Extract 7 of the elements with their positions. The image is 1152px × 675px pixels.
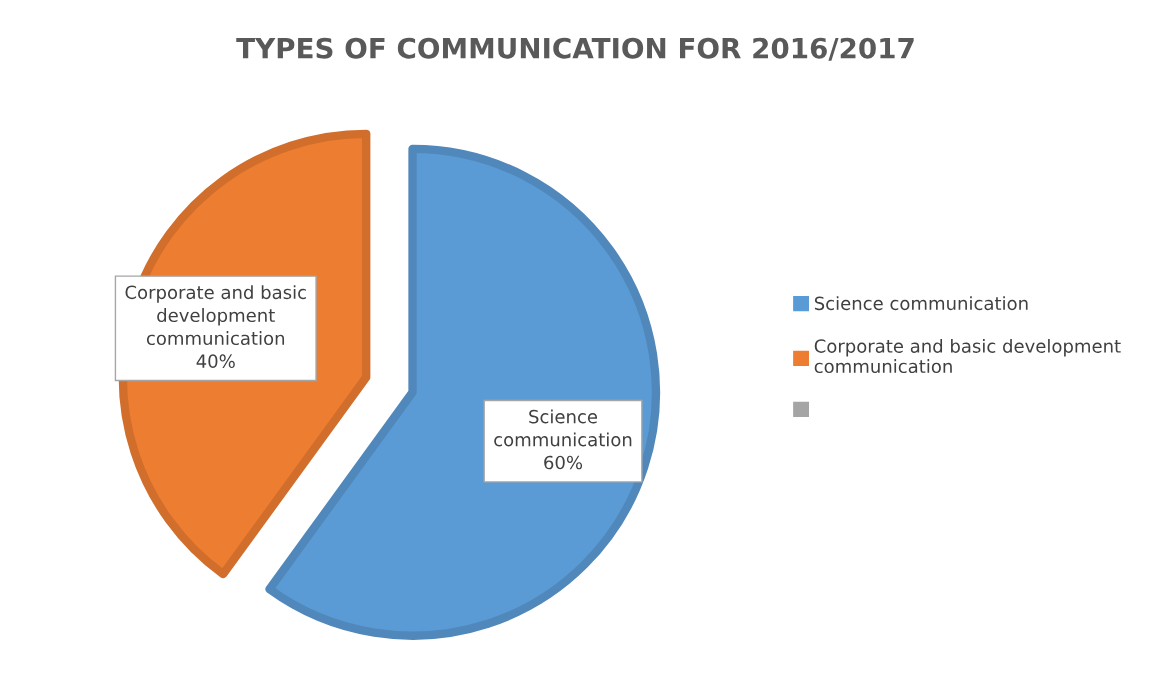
legend-label: Science communication <box>814 296 1028 311</box>
legend-label: Corporate and basic development communication <box>814 338 1121 374</box>
chart-title: TYPES OF COMMUNICATION FOR 2016/2017 <box>236 37 914 61</box>
slice-label: Science communication <box>494 409 632 447</box>
data-label: 40% <box>196 354 235 369</box>
slice-label: Corporate and basic development communication <box>125 285 306 346</box>
data-label: 60% <box>544 455 583 470</box>
